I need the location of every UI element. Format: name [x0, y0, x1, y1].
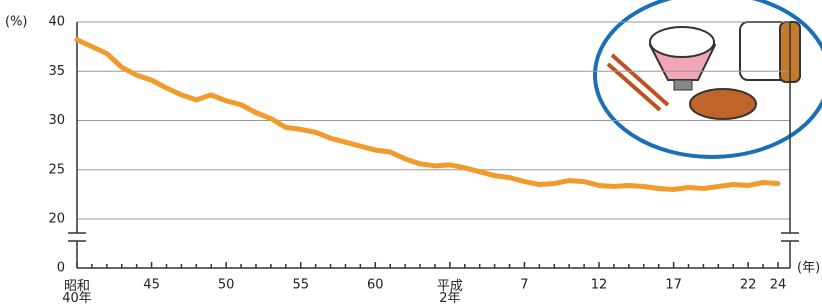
x-tick-label: 24: [770, 278, 787, 293]
y-tick-label: 25: [48, 162, 65, 177]
x-tick-label: 12: [591, 278, 608, 293]
y-tick-label: 0: [57, 261, 65, 276]
axis-break: [68, 233, 799, 241]
x-unit: (年): [797, 261, 820, 276]
x-tick-label: 45: [143, 278, 160, 293]
x-tick-label: 60: [367, 278, 384, 293]
x-tick-label: 55: [292, 278, 309, 293]
y-tick-label: 30: [48, 113, 65, 128]
y-unit: (%): [5, 15, 28, 30]
x-tick-label: 17: [665, 278, 682, 293]
illustration: [595, 0, 822, 157]
y-tick-label: 20: [48, 212, 65, 227]
x-tick-label: 7: [520, 278, 528, 293]
x-tick-label: 22: [740, 278, 757, 293]
x-tick-label: 50: [218, 278, 235, 293]
y-tick-label: 40: [48, 15, 65, 30]
chart: (%) (年) 0 20 25 30 35 40 昭和40年 45 50 55 60 平成2年 7 12 1…: [0, 0, 822, 307]
y-tick-label: 35: [48, 64, 65, 79]
